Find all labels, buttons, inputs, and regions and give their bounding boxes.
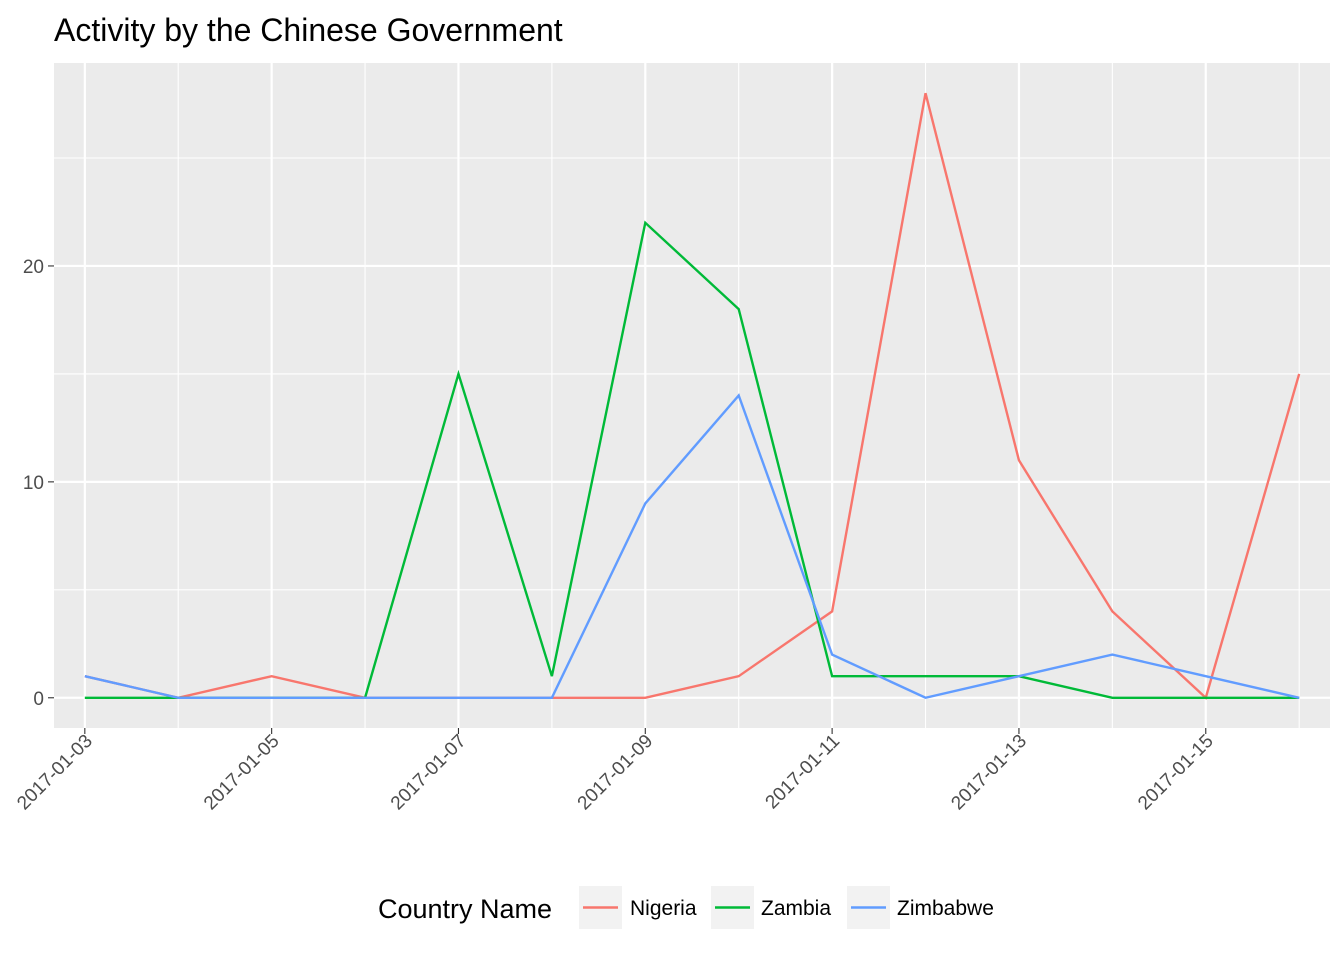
x-tick-label: 2017-01-05 bbox=[200, 731, 284, 815]
y-tick-label: 0 bbox=[33, 689, 44, 710]
x-tick-label: 2017-01-03 bbox=[13, 731, 97, 815]
x-tick-label: 2017-01-11 bbox=[762, 731, 845, 814]
series-lines bbox=[84, 92, 1301, 700]
legend-label: Zimbabwe bbox=[897, 897, 994, 920]
plot-panel bbox=[54, 63, 1330, 728]
x-axis-tick-labels: 2017-01-03 2017-01-05 2017-01-07 2017-01-09… bbox=[13, 731, 1218, 815]
minor-gridlines bbox=[54, 63, 1330, 728]
y-tick-label: 10 bbox=[23, 473, 44, 494]
axis-ticks bbox=[48, 265, 1207, 734]
legend-item-zambia: Zambia bbox=[711, 886, 831, 929]
legend-label: Zambia bbox=[761, 897, 831, 920]
series-line-zimbabwe bbox=[84, 393, 1300, 700]
legend-title: Country Name bbox=[378, 894, 552, 924]
major-gridlines bbox=[54, 63, 1330, 728]
x-tick-label: 2017-01-07 bbox=[387, 731, 471, 815]
y-tick-label: 20 bbox=[23, 257, 44, 278]
chart-title: Activity by the Chinese Government bbox=[54, 12, 563, 48]
legend-label: Nigeria bbox=[630, 897, 697, 920]
legend-items: Nigeria Zambia Zimbabwe bbox=[579, 886, 994, 929]
legend-item-nigeria: Nigeria bbox=[579, 886, 697, 929]
legend: Country Name Nigeria Zambia Zimbabwe bbox=[378, 886, 994, 929]
y-axis-tick-labels: 0 10 20 bbox=[23, 257, 44, 710]
x-tick-label: 2017-01-15 bbox=[1134, 731, 1218, 815]
series-line-nigeria bbox=[84, 92, 1301, 700]
legend-item-zimbabwe: Zimbabwe bbox=[847, 886, 994, 929]
x-tick-label: 2017-01-13 bbox=[947, 731, 1031, 815]
x-tick-label: 2017-01-09 bbox=[574, 731, 658, 815]
